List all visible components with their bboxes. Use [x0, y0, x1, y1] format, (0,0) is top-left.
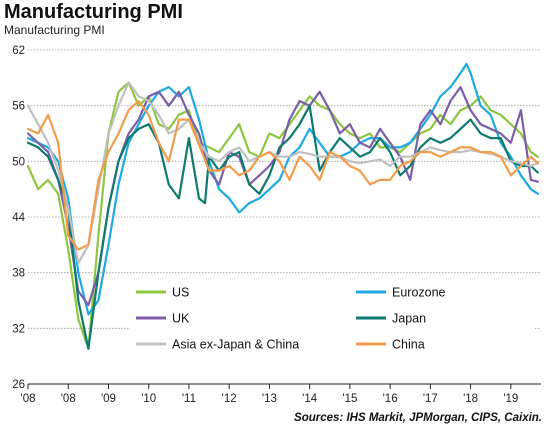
series-line-eurozone — [26, 62, 539, 316]
y-tick-label: 62 — [12, 45, 25, 57]
series-line-japan — [26, 104, 539, 350]
x-tick-label: '08 — [61, 393, 76, 405]
x-tick-label: '10 — [141, 393, 156, 405]
y-tick-label: 56 — [12, 101, 25, 113]
legend-label-us: US — [172, 286, 189, 300]
chart-title: Manufacturing PMI — [4, 1, 183, 23]
x-tick-label: '16 — [383, 393, 398, 405]
x-tick-label: '12 — [222, 393, 237, 405]
y-tick-label: 26 — [12, 379, 25, 391]
x-tick-label: '11 — [182, 393, 196, 405]
series-line-us — [26, 81, 539, 350]
legend-box — [130, 279, 534, 359]
x-tick-label: '19 — [503, 393, 518, 405]
x-tick-label: '15 — [342, 393, 357, 405]
legend-label-asia-ex-japan-china: Asia ex-Japan & China — [172, 338, 299, 352]
y-axis: 26 32 38 44 50 56 62 — [12, 45, 25, 391]
series-line-china — [26, 99, 539, 251]
chart-subtitle: Manufacturing PMI — [4, 23, 105, 37]
x-tick-label: '18 — [463, 393, 478, 405]
legend-label-uk: UK — [172, 312, 190, 326]
y-tick-label: 50 — [12, 156, 25, 168]
x-tick-label: '14 — [302, 393, 318, 405]
source-note: Sources: IHS Markit, JPMorgan, CIPS, Cai… — [294, 412, 542, 424]
x-tick-label: '17 — [423, 393, 438, 405]
legend-label-japan: Japan — [392, 312, 426, 326]
series-line-asia-ex-japan-china — [26, 81, 539, 265]
y-tick-label: 44 — [12, 212, 25, 224]
legend-label-china: China — [392, 338, 425, 352]
y-tick-label: 38 — [12, 268, 25, 280]
x-tick-label: '08 — [21, 393, 36, 405]
x-tick-label: '13 — [262, 393, 277, 405]
x-axis: '08 '08 '09 '10 '11 '12 '13 '14 '15 '16 '17 '18 '19 — [21, 383, 541, 405]
legend-label-eurozone: Eurozone — [392, 286, 446, 300]
legend: US Eurozone UK Japan Asia ex-Japan & China Ch… — [130, 279, 534, 359]
x-tick-label: '09 — [101, 393, 116, 405]
series-lines — [26, 62, 539, 350]
y-tick-label: 32 — [12, 323, 25, 335]
